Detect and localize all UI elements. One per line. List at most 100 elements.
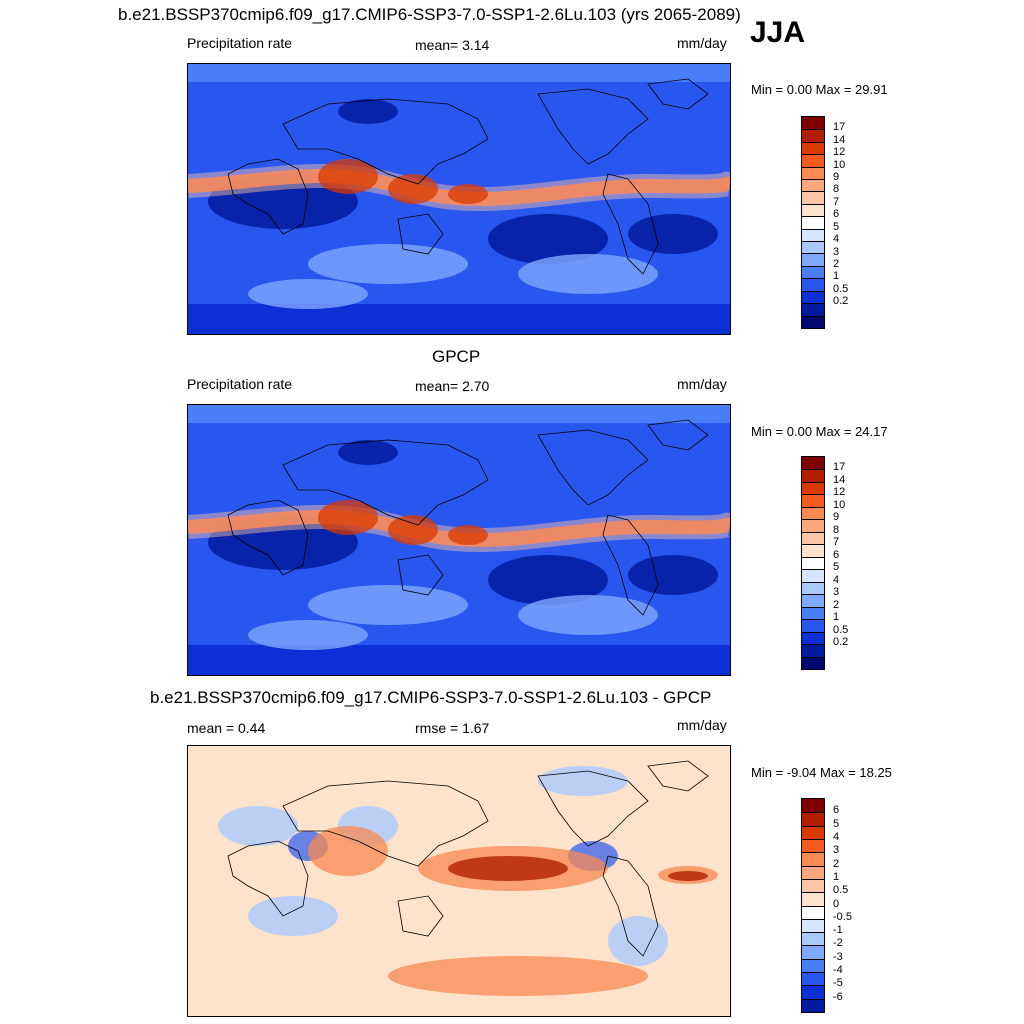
colorbar-cell <box>802 481 824 495</box>
colorbar-tick-label: 14 <box>833 133 846 146</box>
colorbar-cell <box>802 154 824 167</box>
panel-1-minmax: Min = 0.00 Max = 29.91 <box>751 82 888 97</box>
colorbar-tick-label: -6 <box>833 990 843 1003</box>
panel-3-minmax: Min = -9.04 Max = 18.25 <box>751 765 892 780</box>
colorbar-tick-label: 3 <box>833 844 840 857</box>
colorbar-tick-label: 17 <box>833 461 846 474</box>
colorbar-tick-label: 8 <box>833 523 840 536</box>
colorbar-cell <box>802 932 824 946</box>
colorbar-tick-label: 5 <box>833 817 840 830</box>
colorbar-cell <box>802 278 824 291</box>
colorbar-tick-label: -2 <box>833 937 843 950</box>
colorbar-tick-label: 2 <box>833 257 840 270</box>
panel-3-units: mm/day <box>677 717 727 733</box>
season-label: JJA <box>750 16 806 49</box>
panel-3-map <box>187 745 731 1017</box>
panel-3-mean: mean = 0.44 <box>187 720 266 736</box>
colorbar-cell <box>802 945 824 959</box>
colorbar-cell <box>802 838 824 853</box>
colorbar-tick-label: -3 <box>833 950 843 963</box>
colorbar-cell <box>802 998 824 1012</box>
colorbar-cell <box>802 265 824 279</box>
panel-1-units: mm/day <box>677 35 727 51</box>
panel-1-mean: mean= 3.14 <box>415 37 490 53</box>
panel-1-map <box>187 63 731 335</box>
panel-2-variable-label: Precipitation rate <box>187 376 293 392</box>
colorbar-tick-label: 0.5 <box>833 623 849 636</box>
colorbar-tick-label: 0.5 <box>833 282 849 295</box>
colorbar-cell <box>802 656 824 669</box>
colorbar-tick-label: 14 <box>833 473 846 486</box>
panel-2-units: mm/day <box>677 376 727 392</box>
colorbar-cell <box>802 581 824 595</box>
colorbar-tick-label: 1 <box>833 611 840 624</box>
colorbar-tick-label: -4 <box>833 964 843 977</box>
colorbar-cell <box>802 203 824 217</box>
colorbar-tick-label: -0.5 <box>833 910 852 923</box>
colorbar-cell <box>802 179 824 192</box>
panel-2-title: GPCP <box>432 347 481 366</box>
colorbar-cell <box>802 315 824 328</box>
colorbar-tick-label: -5 <box>833 977 843 990</box>
colorbar-cell <box>802 506 824 520</box>
colorbar-cell <box>802 958 824 973</box>
colorbar-tick-label: 0 <box>833 897 840 910</box>
colorbar-cell <box>802 191 824 204</box>
panel-1-colorbar <box>801 116 825 329</box>
colorbar-cell <box>802 985 824 999</box>
colorbar-tick-label: 0.2 <box>833 636 849 649</box>
colorbar-tick-label: 4 <box>833 233 840 246</box>
colorbar-tick-label: 9 <box>833 171 840 184</box>
colorbar-cell <box>802 303 824 316</box>
colorbar-cell <box>802 644 824 657</box>
colorbar-tick-label: 12 <box>833 146 846 159</box>
colorbar-tick-label: 3 <box>833 245 840 258</box>
colorbar-cell <box>802 619 824 632</box>
panel-3-title: b.e21.BSSP370cmip6.f09_g17.CMIP6-SSP3-7.… <box>150 688 712 707</box>
panel-2-colorbar <box>801 456 825 670</box>
colorbar-cell <box>802 594 824 607</box>
colorbar-cell <box>802 253 824 266</box>
colorbar-cell <box>802 972 824 986</box>
colorbar-tick-label: 2 <box>833 598 840 611</box>
colorbar-cell <box>802 166 824 180</box>
colorbar-cell <box>802 865 824 879</box>
colorbar-cell <box>802 569 824 582</box>
colorbar-cell <box>802 544 824 557</box>
colorbar-cell <box>802 129 824 142</box>
colorbar-cell <box>802 228 824 242</box>
colorbar-tick-label: 12 <box>833 486 846 499</box>
colorbar-cell <box>802 892 824 906</box>
colorbar-tick-label: 4 <box>833 830 840 843</box>
panel-3-colorbar <box>801 798 825 1013</box>
colorbar-cell <box>802 141 824 155</box>
panel-2-map <box>187 404 731 676</box>
colorbar-tick-label: 6 <box>833 548 840 561</box>
colorbar-cell <box>802 631 824 645</box>
colorbar-tick-label: 0.2 <box>833 295 849 308</box>
colorbar-tick-label: 5 <box>833 220 840 233</box>
colorbar-cell <box>802 799 824 813</box>
colorbar-tick-label: 1 <box>833 870 840 883</box>
panel-2-mean: mean= 2.70 <box>415 378 490 394</box>
colorbar-tick-label: 7 <box>833 195 840 208</box>
colorbar-cell <box>802 606 824 620</box>
colorbar-cell <box>802 290 824 304</box>
colorbar-cell <box>802 918 824 933</box>
colorbar-cell <box>802 216 824 229</box>
colorbar-cell <box>802 469 824 482</box>
panel-2-minmax: Min = 0.00 Max = 24.17 <box>751 424 888 439</box>
colorbar-cell <box>802 457 824 470</box>
panel-1-variable-label: Precipitation rate <box>187 35 293 51</box>
colorbar-tick-label: 4 <box>833 573 840 586</box>
colorbar-tick-label: 6 <box>833 208 840 221</box>
colorbar-tick-label: 5 <box>833 561 840 574</box>
colorbar-cell <box>802 531 824 545</box>
colorbar-cell <box>802 825 824 839</box>
colorbar-cell <box>802 878 824 893</box>
colorbar-cell <box>802 556 824 570</box>
colorbar-cell <box>802 241 824 254</box>
colorbar-tick-label: 1 <box>833 270 840 283</box>
colorbar-cell <box>802 117 824 130</box>
colorbar-tick-label: 8 <box>833 183 840 196</box>
